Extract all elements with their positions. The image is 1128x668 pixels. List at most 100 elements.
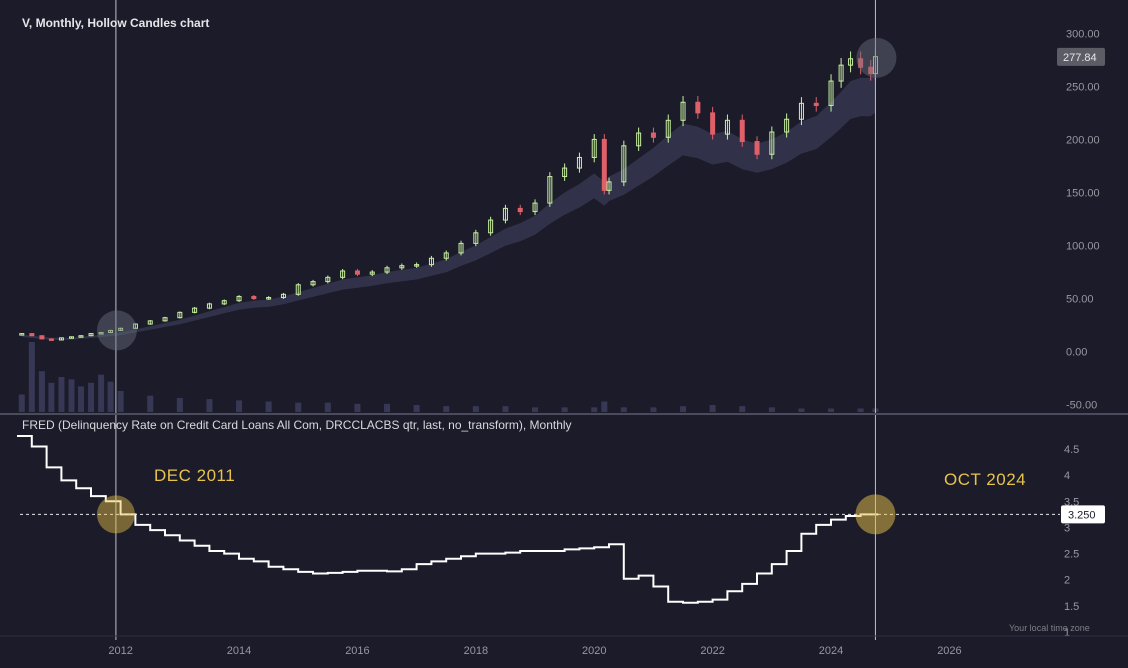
candle-body bbox=[98, 332, 104, 335]
candle-body bbox=[295, 284, 301, 295]
volume-bar bbox=[739, 406, 746, 412]
candle-body bbox=[517, 207, 523, 213]
candle-body bbox=[576, 156, 582, 169]
candle-body bbox=[108, 329, 114, 334]
highlight-circle-2011-price bbox=[96, 310, 137, 351]
candle-body bbox=[769, 131, 775, 155]
candle-body bbox=[399, 265, 405, 269]
year-tick-label: 2022 bbox=[700, 645, 724, 657]
candle-body bbox=[858, 58, 864, 68]
volume-bar bbox=[620, 407, 627, 412]
candle-body bbox=[69, 336, 75, 339]
rate-tick-label: 4.5 bbox=[1064, 444, 1079, 456]
price-tick-label: 100.00 bbox=[1066, 241, 1100, 253]
ma-band bbox=[21, 73, 876, 340]
delinquency-line bbox=[17, 435, 879, 604]
candle-body bbox=[547, 176, 553, 204]
volume-bar bbox=[591, 407, 598, 412]
volume-bar bbox=[680, 406, 687, 412]
last-value-label: 3.250 bbox=[1068, 509, 1096, 521]
volume-bars bbox=[18, 342, 879, 412]
candle-body bbox=[177, 311, 183, 319]
moving-average-band bbox=[21, 73, 876, 340]
candle-body bbox=[29, 333, 35, 337]
volume-bar bbox=[828, 408, 835, 412]
candle-body bbox=[39, 335, 45, 340]
candle-body bbox=[369, 271, 375, 275]
volume-bar bbox=[798, 408, 805, 412]
highlight-circle-2011-rate bbox=[96, 495, 135, 534]
candle-body bbox=[280, 293, 286, 299]
price-tick-label: 0.00 bbox=[1066, 347, 1087, 359]
last-price-label: 277.84 bbox=[1063, 52, 1097, 64]
candle-body bbox=[147, 320, 153, 325]
candle-body bbox=[236, 295, 242, 302]
rate-tick-label: 3 bbox=[1064, 522, 1070, 534]
axes: 300.00 250.00 200.00 150.00 100.00 50.00 0.00 -… bbox=[0, 28, 1128, 657]
rate-tick-label: 1.5 bbox=[1064, 601, 1079, 613]
volume-bar bbox=[532, 407, 539, 412]
volume-bar bbox=[295, 402, 302, 412]
candle-body bbox=[606, 181, 612, 191]
candle-body bbox=[591, 138, 597, 158]
candle-body bbox=[443, 252, 449, 259]
candle-body bbox=[132, 323, 138, 329]
candle-body bbox=[502, 207, 508, 221]
volume-bar bbox=[176, 398, 183, 412]
candle-body bbox=[724, 119, 730, 135]
volume-bar bbox=[857, 408, 864, 412]
candle-body bbox=[473, 232, 479, 244]
candle-body bbox=[828, 80, 834, 106]
rate-tick-label: 4 bbox=[1064, 470, 1070, 482]
volume-bar bbox=[236, 400, 243, 412]
annotation-dec-2011: DEC 2011 bbox=[154, 466, 236, 485]
volume-bar bbox=[117, 391, 124, 412]
volume-bar bbox=[413, 405, 420, 412]
volume-bar bbox=[77, 386, 84, 412]
rate-tick-label: 1 bbox=[1064, 627, 1070, 639]
candle-body bbox=[754, 141, 760, 155]
highlight-circle-2024-rate bbox=[855, 494, 896, 535]
volume-bar bbox=[601, 401, 608, 412]
candle-body bbox=[710, 112, 716, 135]
candle-body bbox=[162, 317, 168, 322]
price-tick-label: 200.00 bbox=[1066, 134, 1100, 146]
volume-bar bbox=[324, 402, 331, 412]
candle-body bbox=[118, 327, 124, 331]
candle-body bbox=[58, 337, 64, 341]
candle-body bbox=[414, 264, 420, 267]
volume-bar bbox=[472, 406, 479, 412]
candle-body bbox=[221, 300, 227, 305]
volume-bar bbox=[28, 342, 35, 412]
price-tick-label: 300.00 bbox=[1066, 28, 1100, 40]
timezone-label[interactable]: Your local time zone bbox=[1009, 623, 1090, 633]
candle-body bbox=[562, 167, 568, 178]
volume-bar bbox=[68, 379, 75, 412]
candle-body bbox=[621, 145, 627, 183]
candle-body bbox=[838, 64, 844, 82]
candle-body bbox=[354, 270, 360, 275]
price-tick-label: -50.00 bbox=[1066, 400, 1097, 412]
candle-body bbox=[784, 118, 790, 133]
volume-bar bbox=[147, 395, 154, 412]
candle-body bbox=[251, 295, 257, 300]
candle-body bbox=[813, 102, 819, 106]
candle-body bbox=[532, 202, 538, 213]
candle-body bbox=[48, 338, 54, 341]
price-tick-label: 250.00 bbox=[1066, 81, 1100, 93]
candle-body bbox=[266, 297, 272, 300]
volume-bar bbox=[48, 382, 55, 412]
candle-body bbox=[428, 257, 434, 266]
price-candles bbox=[19, 49, 878, 341]
candle-body bbox=[192, 307, 198, 313]
year-tick-label: 2012 bbox=[108, 645, 132, 657]
candle-body bbox=[739, 119, 745, 143]
highlight-circle-2024-price bbox=[856, 37, 897, 78]
candle-body bbox=[650, 132, 656, 138]
candle-body bbox=[384, 267, 390, 273]
candle-body bbox=[458, 242, 464, 254]
volume-bar bbox=[650, 407, 657, 412]
volume-bar bbox=[709, 405, 716, 412]
rate-tick-label: 3.5 bbox=[1064, 496, 1079, 508]
